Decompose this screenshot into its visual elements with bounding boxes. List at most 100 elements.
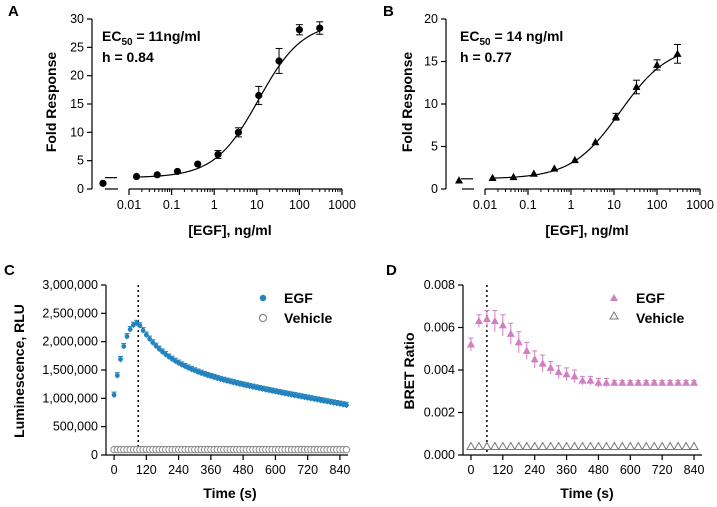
y-tick-label-d: 0.004: [424, 363, 455, 377]
data-point-egf-d: [682, 378, 691, 386]
data-point-b: [653, 60, 661, 68]
data-point-vehicle-d: [513, 441, 524, 450]
y-tick-label-d: 0.006: [424, 321, 455, 335]
data-point-egf-d: [522, 346, 531, 354]
data-point-vehicle-d: [657, 441, 668, 450]
x-tick-label-b: 0.1: [519, 198, 536, 212]
y-tick-label-a: 25: [70, 40, 84, 54]
annotation-ec50-b: EC50 = 14 ng/ml: [460, 28, 563, 48]
data-point-vehicle-d: [673, 441, 683, 450]
data-point-b: [673, 49, 682, 57]
x-axis-label-d: Time (s): [560, 485, 613, 501]
data-point-vehicle-d: [625, 441, 636, 450]
x-tick-label-d: 840: [684, 463, 705, 477]
x-axis-label-c: Time (s): [203, 485, 256, 501]
data-point-egf-d: [546, 363, 555, 371]
data-point-egf-c: [160, 349, 165, 355]
x-tick-label-c: 720: [297, 463, 318, 477]
x-tick-label-b: 0.01: [473, 198, 497, 212]
data-point-egf-d: [626, 378, 635, 386]
y-axis-label-c: Luminescence, RLU: [11, 304, 27, 438]
panel-letter-c: C: [4, 262, 15, 279]
data-point-egf-d: [634, 378, 643, 386]
y-tick-label-c: 1,500,000: [42, 363, 98, 377]
x-axis-label-a: [EGF], ng/ml: [188, 222, 271, 238]
legend-label-vehicle-d: Vehicle: [636, 310, 684, 326]
y-tick-label-a: 20: [70, 69, 84, 83]
data-point-vehicle-d: [633, 441, 644, 450]
data-point-egf-d: [466, 340, 475, 348]
data-point-egf-d: [650, 378, 659, 386]
y-tick-label-d: 0.002: [424, 406, 455, 420]
panel-letter-a: A: [8, 3, 19, 20]
data-point-b: [529, 169, 538, 177]
fit-curve-b: [489, 54, 680, 179]
y-tick-label-b: 0: [431, 182, 438, 196]
data-point-a: [316, 24, 324, 32]
data-point-egf-c: [343, 402, 349, 408]
panel-letter-b: B: [383, 3, 394, 20]
panel-letter-d: D: [386, 262, 397, 279]
x-tick-label-a: 0.1: [163, 198, 180, 212]
x-tick-label-a: 1000: [328, 198, 356, 212]
data-point-egf-d: [618, 378, 627, 386]
y-axis-label-b: Fold Response: [399, 52, 415, 153]
data-point-a: [132, 172, 141, 181]
panel-b: B EC50 = 14 ng/ml h = 0.77 Fold Response…: [383, 3, 714, 238]
data-point-a: [295, 26, 303, 34]
axes-a: 0 5 10 15 20 25 30 0.01 0.1 1 10 100 1000: [70, 12, 356, 212]
annotation-hill-b: h = 0.77: [460, 49, 512, 65]
axes-d: 0.000 0.002 0.004 0.006 0.008 0 120 240 360 480 60…: [424, 278, 705, 477]
data-point-a: [214, 150, 222, 159]
data-point-egf-d: [594, 378, 603, 386]
data-point-egf-d: [490, 316, 499, 325]
x-tick-label-c: 840: [330, 463, 351, 477]
data-point-egf-d: [530, 355, 539, 363]
baseline-point-a: [99, 179, 107, 187]
data-point-egf-c: [137, 323, 143, 328]
data-point-egf-d: [514, 338, 523, 346]
data-point-vehicle-c: [342, 445, 351, 454]
x-axis-label-b: [EGF], ng/ml: [545, 222, 628, 238]
data-point-vehicle-d: [482, 441, 492, 450]
data-point-egf-c: [124, 334, 130, 339]
y-axis-label-a: Fold Response: [43, 52, 59, 153]
y-tick-label-c: 2,500,000: [42, 306, 98, 320]
legend-marker-vehicle-d: [609, 310, 619, 320]
legend-label-vehicle-c: Vehicle: [284, 310, 332, 326]
x-tick-label-d: 480: [588, 463, 609, 477]
legend-marker-egf-d: [610, 294, 618, 301]
annotation-hill-a: h = 0.84: [102, 49, 154, 65]
x-tick-label-a: 10: [250, 198, 264, 212]
data-point-b: [632, 82, 641, 90]
data-point-vehicle-d: [585, 441, 596, 450]
data-point-egf-c: [153, 343, 159, 349]
y-tick-label-b: 5: [431, 140, 438, 154]
data-point-vehicle-d: [649, 441, 660, 450]
y-tick-label-c: 0: [91, 448, 98, 462]
data-point-b: [611, 112, 620, 120]
x-tick-label-a: 0.01: [117, 198, 141, 212]
y-tick-label-b: 15: [424, 55, 438, 69]
data-point-b: [570, 155, 579, 164]
data-point-a: [275, 57, 283, 65]
data-point-vehicle-d: [577, 441, 588, 450]
y-tick-label-a: 30: [70, 12, 84, 26]
y-tick-label-c: 3,000,000: [42, 278, 98, 292]
data-point-egf-d: [586, 376, 595, 384]
data-point-vehicle-d: [490, 441, 500, 450]
data-point-vehicle-d: [609, 441, 620, 450]
y-tick-label-c: 500,000: [53, 420, 98, 434]
data-point-egf-c: [156, 346, 162, 352]
data-marks-b: [455, 44, 682, 184]
data-point-b: [591, 138, 600, 146]
y-tick-label-a: 5: [77, 154, 84, 168]
data-point-egf-d: [482, 314, 491, 322]
x-tick-label-d: 240: [524, 463, 545, 477]
y-tick-label-c: 1,000,000: [42, 391, 98, 405]
x-tick-label-d: 120: [492, 463, 513, 477]
y-axis-label-d: BRET Ratio: [401, 333, 417, 410]
data-point-egf-d: [498, 321, 507, 329]
data-marks-c: [110, 285, 351, 455]
